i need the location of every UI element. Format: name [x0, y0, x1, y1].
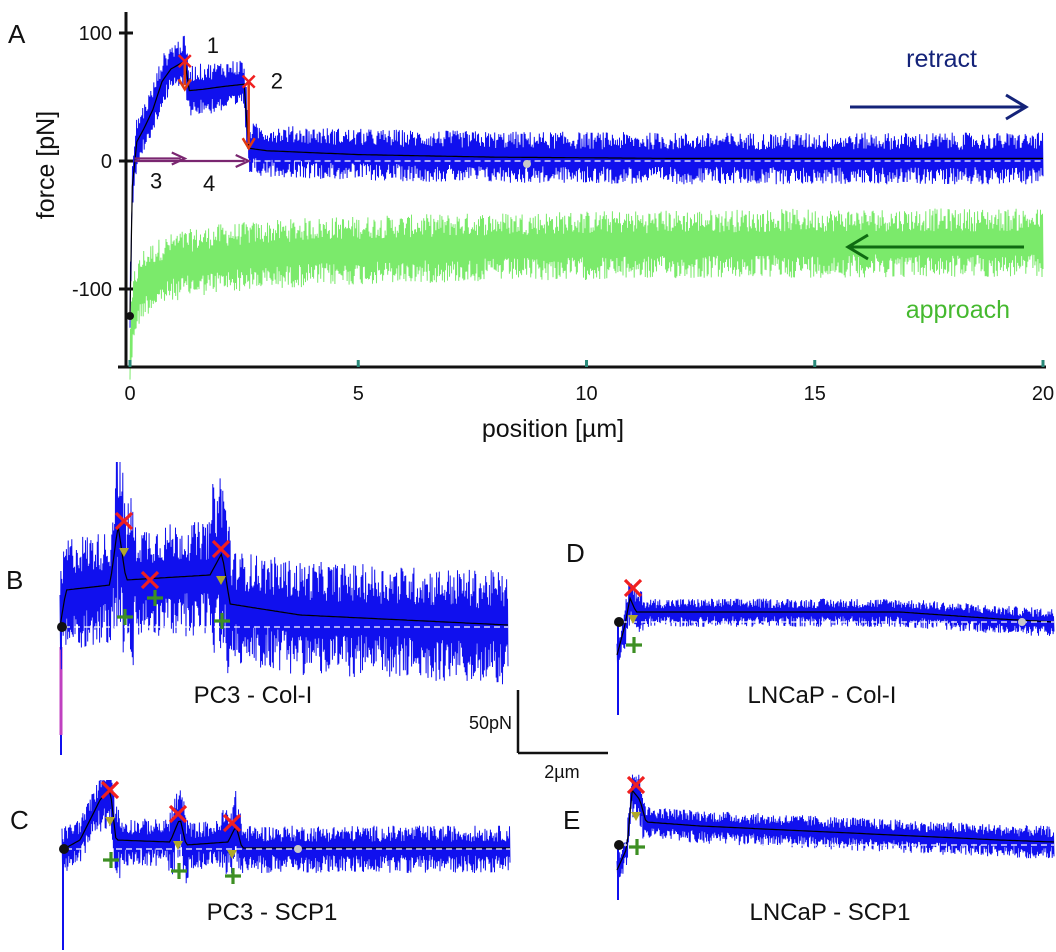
scale-bar: 50pN 2µm: [469, 690, 608, 782]
drop-arrow-head: [177, 78, 192, 92]
event-x-marker: [140, 570, 160, 590]
event-start-triangle: [119, 548, 129, 557]
drop-arrow-head: [241, 137, 256, 151]
event-label: 1: [207, 33, 219, 58]
approach-arrow: [845, 233, 1024, 261]
x-tick-label: 5: [353, 383, 364, 405]
event-x-marker: [222, 813, 242, 833]
event-start-triangle: [105, 817, 115, 826]
transit-label: 3: [150, 168, 162, 193]
event-end-plus: [103, 852, 119, 868]
panel-b-title: PC3 - Col-I: [194, 682, 313, 709]
mean-trace: [59, 526, 509, 628]
retract-trace: [61, 779, 511, 884]
panel-c-plot: [59, 779, 511, 950]
scale-length-label: 2µm: [544, 762, 579, 782]
retract-trace: [59, 461, 509, 685]
event-end-plus: [117, 609, 133, 625]
x-tick-label: 0: [124, 383, 135, 405]
x-tick-label: 20: [1032, 383, 1054, 405]
transit-arrow-head: [235, 154, 252, 168]
retract-trace: [616, 774, 1055, 878]
contact-point-marker: [59, 844, 69, 854]
panel-letter-a: A: [8, 19, 26, 49]
x-tick-label: 10: [575, 383, 597, 405]
detachment-point-marker: [523, 160, 531, 168]
event-end-plus: [626, 637, 642, 653]
contact-point-marker: [126, 312, 134, 320]
mean-trace: [616, 788, 1055, 871]
event-end-plus: [629, 839, 645, 855]
detachment-point-marker: [294, 845, 302, 853]
panel-letter-b: B: [6, 565, 23, 595]
contact-point-marker: [57, 622, 67, 632]
approach-annotation: approach: [906, 296, 1010, 324]
x-axis-label: position [µm]: [482, 415, 624, 443]
y-tick-label: 100: [79, 23, 112, 45]
panel-c-title: PC3 - SCP1: [207, 899, 338, 926]
event-end-plus: [147, 590, 163, 606]
approach-series: [129, 208, 1044, 380]
event-end-plus: [214, 613, 230, 629]
panel-letter-c: C: [10, 805, 29, 835]
x-tick-group: 0 5 10 15 20: [124, 360, 1054, 405]
event-start-triangle: [631, 812, 641, 821]
retract-mean-line: [129, 60, 1043, 315]
x-tick-label: 15: [804, 383, 826, 405]
event-x-marker: [626, 775, 646, 795]
event-end-plus: [225, 868, 241, 884]
mean-trace: [61, 787, 510, 851]
y-tick-label: 0: [101, 151, 112, 173]
transit-label: 4: [203, 171, 215, 196]
panel-letter-e: E: [563, 805, 580, 835]
retract-series: [129, 35, 1044, 328]
event-label: 2: [271, 69, 283, 94]
contact-point-marker: [614, 840, 624, 850]
scale-force-label: 50pN: [469, 713, 512, 733]
small-panels: [57, 461, 1055, 950]
retract-arrow: [850, 93, 1029, 121]
event-x-marker: [211, 539, 231, 559]
event-start-triangle: [628, 615, 638, 624]
y-tick-group: 100 0 -100: [72, 23, 133, 301]
detachment-point-marker: [1018, 618, 1026, 626]
y-axis-label: force [pN]: [32, 111, 60, 219]
event-x-marker: [168, 804, 188, 824]
retract-trace: [616, 583, 1055, 664]
panel-a: A 0 5 10 15 20 100 0 -100 position [µm] force …: [8, 12, 1054, 443]
contact-point-marker: [614, 617, 624, 627]
panel-letter-d: D: [566, 538, 585, 568]
event-x-marker: [114, 511, 134, 531]
panel-d-plot: [614, 578, 1055, 715]
event-x-marker: [100, 780, 120, 800]
event-x-marker: [177, 54, 192, 69]
event-start-triangle: [216, 576, 226, 585]
mean-trace: [616, 596, 1055, 656]
event-markers: 1 2 3 4: [134, 33, 283, 196]
panel-e-title: LNCaP - SCP1: [750, 899, 911, 926]
event-start-triangle: [227, 850, 237, 859]
y-tick-label: -100: [72, 279, 112, 301]
panel-e-plot: [614, 774, 1055, 900]
event-x-marker: [623, 578, 643, 598]
panel-d-title: LNCaP - Col-I: [748, 682, 897, 709]
event-end-plus: [171, 863, 187, 879]
panel-b-plot: [57, 461, 509, 755]
event-start-triangle: [173, 841, 183, 850]
retract-annotation: retract: [906, 45, 977, 73]
event-x-marker: [241, 74, 256, 89]
transit-arrow-head: [171, 151, 188, 166]
